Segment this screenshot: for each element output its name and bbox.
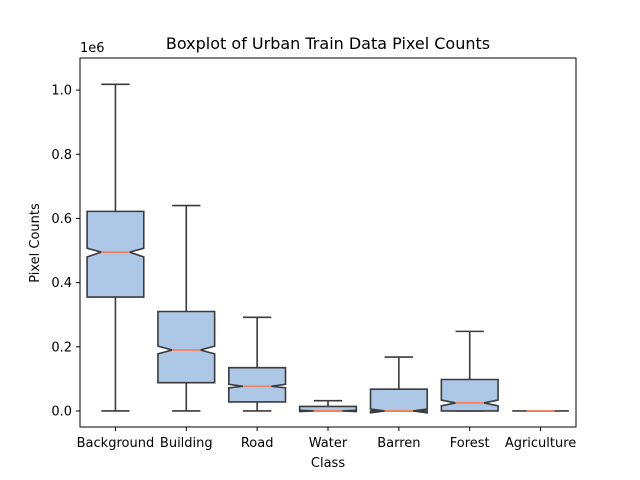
box-group-road (228, 316, 287, 412)
y-axis-label: Pixel Counts (28, 203, 43, 283)
box-background (86, 210, 145, 298)
x-tick-label: Road (241, 436, 274, 451)
x-tick-label: Building (160, 436, 213, 451)
box-building (157, 310, 216, 384)
x-tick-label: Background (77, 436, 155, 451)
box-road (228, 366, 287, 403)
y-tick-label: 1.0 (51, 84, 72, 99)
y-tick-label: 0.0 (51, 404, 72, 419)
x-tick-label: Forest (450, 436, 490, 451)
box-group-background (86, 83, 145, 412)
x-tick-label: Water (309, 436, 348, 451)
box-forest (440, 378, 499, 412)
chart-title: Boxplot of Urban Train Data Pixel Counts (166, 34, 490, 53)
axes-frame (79, 57, 577, 428)
x-tick-label: Agriculture (505, 436, 577, 451)
box-group-forest (440, 330, 499, 412)
y-tick-label: 0.4 (51, 276, 72, 291)
box-group-water (298, 399, 358, 413)
y-tick-label: 0.6 (51, 212, 72, 227)
x-axis-label: Class (311, 456, 345, 471)
box-barren (369, 388, 429, 414)
y-tick-label: 0.8 (51, 148, 72, 163)
y-offset-label: 1e6 (80, 41, 105, 56)
plot-area (86, 83, 569, 414)
box-group-barren (369, 356, 429, 414)
box-group-building (157, 204, 216, 412)
x-tick-label: Barren (377, 436, 420, 451)
y-tick-label: 0.2 (51, 340, 72, 355)
